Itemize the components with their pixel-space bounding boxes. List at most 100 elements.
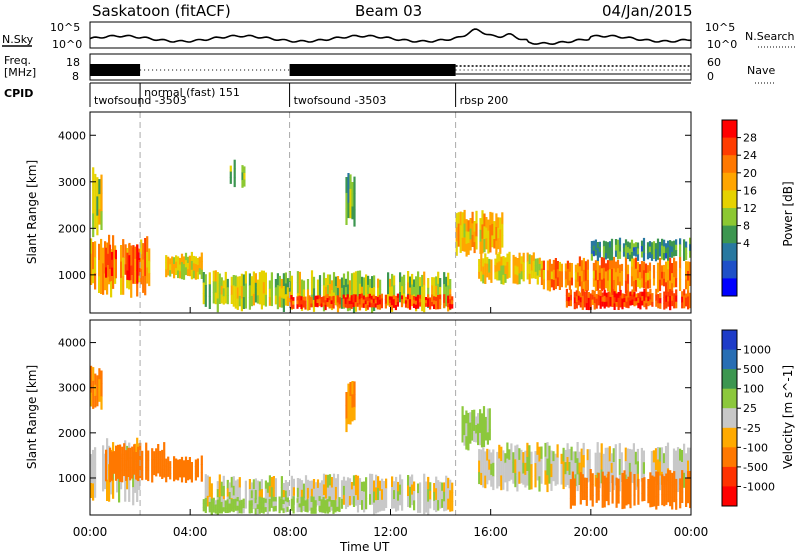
echo-cell [230, 506, 233, 512]
echo-cell [518, 263, 521, 274]
echo-cell [663, 271, 666, 280]
echo-cell [182, 460, 186, 467]
echo-cell [615, 302, 618, 307]
echo-cell [409, 497, 412, 508]
echo-cell [627, 297, 630, 304]
echo-cell [117, 456, 120, 468]
echo-cell [639, 297, 642, 304]
echo-cell [254, 478, 257, 491]
echo-cell [332, 504, 335, 510]
echo-cell [536, 275, 539, 285]
echo-cell [102, 247, 105, 264]
echo-cell [667, 291, 670, 298]
echo-cell [643, 492, 646, 501]
echo-cell [397, 500, 400, 511]
echo-cell [416, 299, 420, 305]
echo-cell [268, 499, 271, 504]
echo-cell [689, 277, 692, 286]
echo-cell [647, 486, 650, 496]
echo-cell [131, 457, 134, 469]
echo-cell [510, 467, 513, 480]
echo-cell [186, 269, 190, 276]
echo-cell [604, 459, 607, 473]
echo-cell [479, 218, 482, 231]
echo-cell [425, 481, 428, 493]
echo-cell [306, 479, 310, 489]
echo-cell [256, 279, 259, 288]
echo-cell [411, 484, 414, 495]
echo-cell [188, 471, 191, 480]
echo-cell [110, 479, 113, 495]
echo-cell [671, 484, 674, 498]
echo-cell [548, 280, 551, 292]
echo-cell [171, 262, 174, 269]
echo-cell [378, 304, 381, 310]
echo-cell [590, 241, 593, 248]
echo-cell [208, 272, 211, 285]
echo-cell [351, 394, 354, 409]
echo-cell [126, 274, 129, 289]
echo-cell [282, 499, 285, 505]
echo-cell [222, 296, 225, 305]
echo-cell [173, 456, 176, 465]
echo-cell [324, 295, 327, 301]
echo-cell [328, 501, 331, 508]
echo-cell [133, 444, 136, 455]
echo-cell [643, 484, 646, 494]
echo-cell [506, 458, 509, 476]
echo-cell [501, 223, 504, 236]
echo-cell [258, 490, 261, 501]
echo-cell [665, 243, 668, 249]
echo-cell [94, 273, 97, 290]
echo-cell [92, 167, 95, 191]
echo-cell [506, 474, 509, 492]
echo-cell [489, 211, 492, 226]
echo-cell [312, 488, 316, 499]
echo-cell [542, 260, 545, 271]
echo-cell [338, 304, 341, 309]
echo-cell [200, 252, 203, 262]
echo-cell [204, 285, 207, 297]
echo-cell [314, 295, 317, 300]
echo-cell [417, 502, 420, 513]
echo-cell [656, 272, 660, 283]
echo-cell [536, 442, 539, 456]
echo-cell [629, 471, 632, 485]
cpid-label: CPID [4, 87, 33, 100]
echo-cell [656, 282, 660, 293]
echo-cell [429, 482, 432, 492]
echo-cell [342, 476, 346, 487]
echo-cell [354, 271, 358, 286]
echo-cell [243, 166, 246, 174]
echo-cell [655, 484, 658, 498]
echo-cell [98, 260, 101, 277]
echo-cell [102, 263, 105, 280]
echo-cell [663, 297, 666, 304]
echo-cell [348, 280, 352, 291]
echo-cell [526, 456, 529, 472]
echo-cell [404, 303, 408, 308]
echo-cell [441, 499, 444, 508]
echo-cell [423, 284, 426, 299]
echo-cell [613, 291, 616, 298]
echo-cell [326, 503, 329, 508]
echo-cell [526, 442, 529, 458]
echo-cell [568, 262, 571, 273]
echo-cell [300, 480, 304, 491]
colorbar-swatch [722, 208, 737, 227]
echo-cell [687, 460, 690, 475]
echo-cell [679, 460, 682, 473]
echo-cell [485, 227, 488, 239]
echo-cell [465, 436, 468, 450]
echo-cell [254, 490, 257, 503]
echo-cell [366, 300, 369, 306]
echo-cell [322, 502, 325, 508]
echo-cell [347, 202, 350, 219]
echo-cell [349, 410, 352, 425]
echo-cell [451, 300, 454, 305]
echo-cell [689, 261, 692, 271]
echo-cell [169, 467, 172, 474]
echo-cell [576, 272, 579, 283]
echo-cell [512, 472, 515, 484]
echo-cell [232, 503, 235, 508]
